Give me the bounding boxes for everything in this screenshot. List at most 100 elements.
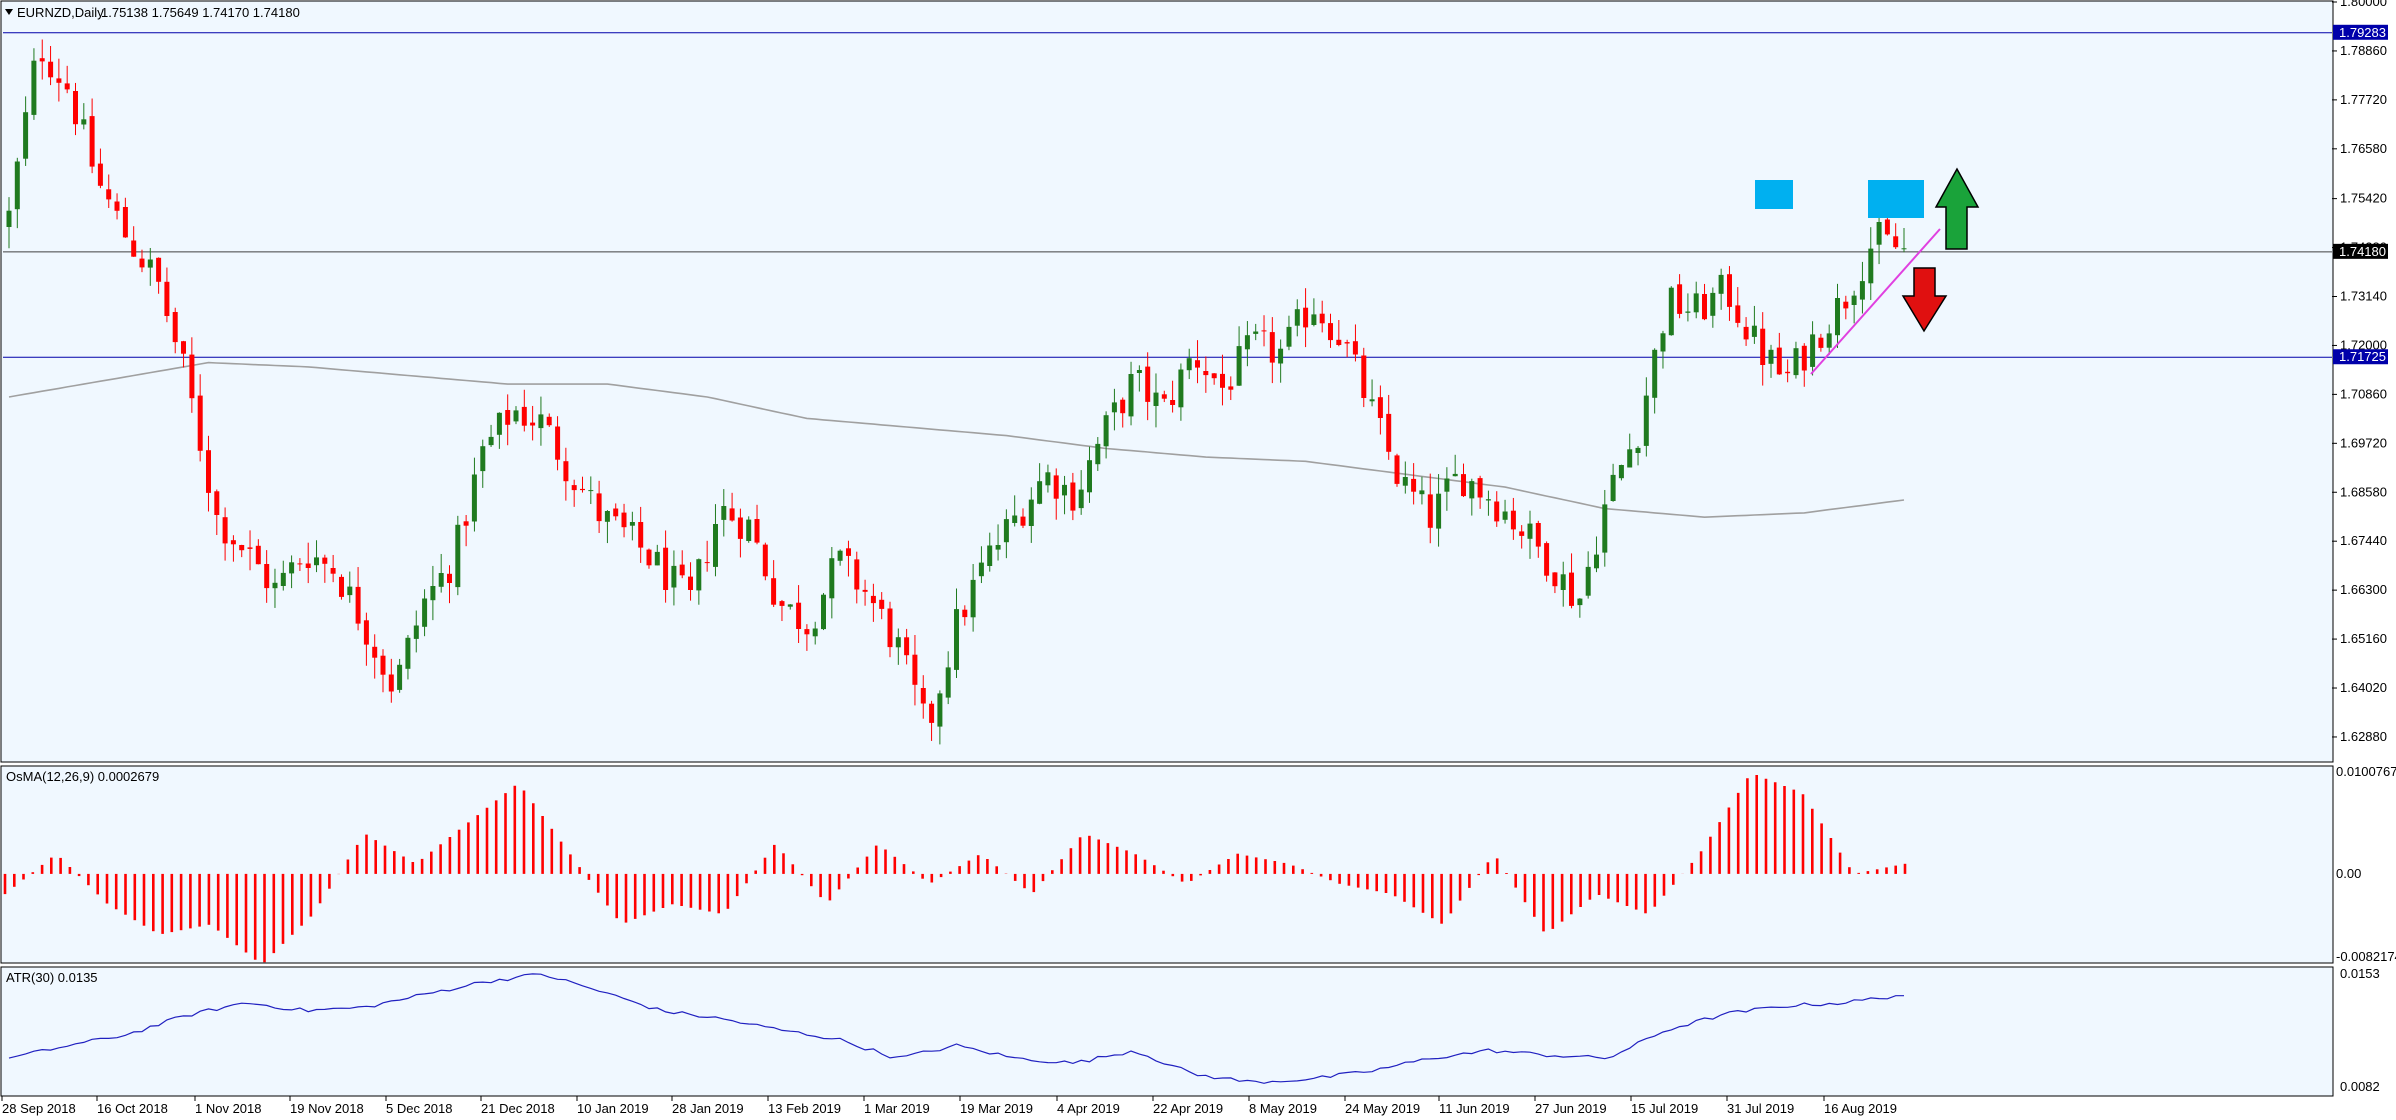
candle-body — [1793, 348, 1799, 376]
candle — [6, 197, 12, 249]
candle — [447, 565, 452, 604]
candle-body — [1045, 472, 1051, 486]
candle-body — [688, 576, 693, 590]
candle-body — [629, 522, 635, 526]
candle — [1170, 380, 1176, 413]
x-tick-label: 8 May 2019 — [1249, 1101, 1317, 1116]
candle-body — [106, 189, 112, 200]
candle-body — [1560, 574, 1566, 590]
candle — [1893, 223, 1899, 249]
candle — [1727, 266, 1732, 321]
candle-body — [114, 201, 120, 211]
candle-body — [1020, 516, 1026, 526]
candle-body — [737, 517, 743, 539]
candle-body — [488, 436, 494, 446]
candle — [1560, 561, 1566, 607]
candle — [654, 544, 660, 566]
candle-body — [1461, 474, 1466, 497]
candle-body — [1411, 478, 1417, 492]
menu-triangle-icon[interactable] — [5, 9, 13, 15]
candle — [1261, 315, 1267, 347]
marker-square-1 — [1755, 180, 1793, 209]
candle-body — [305, 563, 311, 568]
candle-body — [679, 564, 685, 576]
candle — [596, 480, 602, 533]
candle — [945, 651, 951, 705]
candle-body — [1070, 482, 1076, 511]
candle — [638, 506, 644, 563]
candle-body — [580, 488, 585, 491]
candle-body — [23, 112, 29, 159]
candle-body — [987, 545, 993, 566]
candle — [1835, 283, 1840, 348]
candle — [1028, 487, 1034, 543]
y-tick-label: 1.77720 — [2340, 92, 2387, 107]
candle-body — [613, 508, 619, 517]
candle-body — [480, 446, 486, 472]
candle-body — [1220, 373, 1225, 388]
candle-body — [854, 559, 860, 590]
candle — [1220, 354, 1225, 406]
candle — [1053, 468, 1059, 520]
candle-body — [663, 547, 669, 590]
candle-body — [422, 598, 428, 627]
candle-body — [779, 601, 785, 606]
candle — [1178, 363, 1184, 421]
candle — [1818, 333, 1824, 352]
candle-body — [1278, 348, 1284, 364]
candle-body — [796, 602, 802, 629]
candle-body — [729, 508, 735, 521]
candle-body — [646, 549, 652, 566]
candle — [355, 567, 361, 631]
candle-body — [264, 564, 270, 589]
candle — [604, 510, 610, 544]
candle-body — [1477, 478, 1483, 498]
candle-body — [1095, 443, 1101, 465]
candle — [1735, 287, 1741, 328]
candle-body — [1801, 345, 1807, 371]
candle — [912, 634, 918, 706]
candle — [588, 476, 594, 505]
candle — [1718, 268, 1724, 310]
x-tick-label: 1 Mar 2019 — [864, 1101, 930, 1116]
candle-body — [1677, 284, 1683, 314]
candle — [1743, 317, 1749, 346]
candle-body — [1668, 287, 1674, 336]
candle-body — [1294, 309, 1300, 326]
candle-body — [1087, 460, 1092, 493]
candle-body — [14, 161, 20, 210]
candle-body — [1286, 326, 1292, 347]
candle — [463, 515, 469, 547]
candle — [189, 337, 195, 413]
candle — [172, 307, 178, 354]
candle-body — [588, 490, 594, 492]
candle — [1369, 379, 1375, 407]
candle-body — [372, 646, 378, 658]
candle — [139, 249, 145, 273]
candle — [430, 565, 436, 621]
trendline — [1810, 228, 1941, 375]
candle — [106, 174, 112, 208]
candle-body — [1419, 490, 1425, 495]
candle-body — [1053, 475, 1059, 499]
candle — [330, 554, 336, 583]
candle — [1211, 373, 1217, 385]
candle-body — [1328, 323, 1333, 341]
x-tick-label: 31 Jul 2019 — [1727, 1101, 1794, 1116]
candle-body — [413, 625, 419, 639]
candle — [1519, 525, 1525, 549]
candle — [1003, 509, 1009, 559]
x-tick-label: 24 May 2019 — [1345, 1101, 1420, 1116]
candle — [505, 394, 511, 446]
candle-body — [1111, 402, 1117, 413]
moving-average-line — [8, 361, 1905, 519]
candle — [1037, 463, 1043, 505]
candle — [546, 413, 552, 427]
candle-body — [1826, 333, 1832, 348]
candle-body — [405, 637, 411, 669]
atr-tick-label: 0.0153 — [2340, 966, 2380, 981]
candle-body — [1710, 292, 1716, 316]
candle-body — [272, 582, 278, 589]
candle-body — [1178, 369, 1184, 408]
candle-body — [1693, 293, 1699, 313]
